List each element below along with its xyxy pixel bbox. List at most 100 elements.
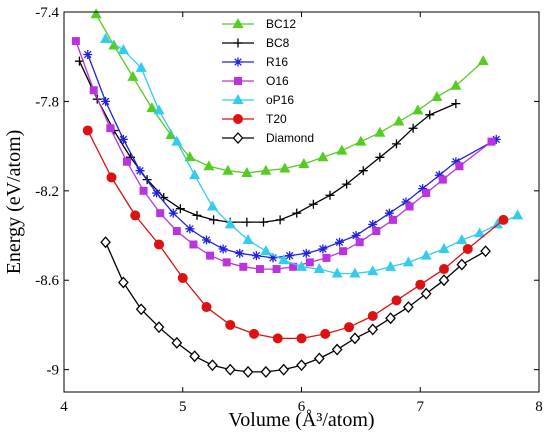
data-point-op16 (385, 260, 397, 271)
data-point-t20 (154, 239, 164, 250)
data-point-o16 (355, 238, 364, 247)
legend-marker-diamond (232, 132, 244, 144)
series-line-diamond (105, 241, 486, 373)
data-point-op16 (512, 209, 524, 220)
legend-label-bc12: BC12 (266, 17, 296, 31)
data-point-bc8 (375, 152, 385, 162)
y-axis-label: Energy (eV/atom) (3, 130, 25, 275)
legend-item-o16: O16 (222, 74, 289, 88)
series-o16 (71, 37, 496, 274)
data-point-o16 (388, 215, 397, 224)
data-point-bc12 (90, 8, 102, 19)
data-point-o16 (139, 186, 148, 195)
legend-label-t20: T20 (266, 112, 287, 126)
data-point-o16 (222, 258, 231, 267)
ticks-layer: 4 5 6 7 8 -7.4 -7.8 -8.2 -8.6 -9 (35, 5, 543, 415)
data-point-r16 (335, 237, 344, 247)
data-point-bc8 (392, 139, 401, 149)
data-point-r16 (168, 208, 178, 218)
data-point-diamond (207, 359, 218, 372)
data-point-diamond (118, 276, 129, 289)
data-point-t20 (201, 302, 212, 313)
data-point-diamond (438, 274, 450, 287)
data-point-o16 (172, 227, 181, 236)
data-point-diamond (224, 363, 236, 376)
data-point-r16 (491, 134, 501, 144)
data-point-diamond (313, 352, 325, 365)
legend: BC12 BC8 R16 O16 oP16 T20 Diamond (222, 17, 314, 145)
data-point-t20 (367, 311, 378, 321)
y-tick-label: -7.4 (35, 5, 59, 21)
data-point-bc8 (192, 210, 202, 220)
data-point-op16 (100, 32, 112, 43)
data-point-op16 (474, 227, 486, 238)
data-point-bc12 (431, 90, 443, 101)
data-point-diamond (456, 258, 468, 271)
data-point-o16 (339, 247, 348, 256)
data-point-op16 (296, 260, 307, 271)
data-point-o16 (322, 253, 331, 262)
data-point-diamond (189, 350, 200, 363)
data-point-o16 (106, 124, 115, 133)
data-point-bc12 (184, 151, 196, 162)
data-point-o16 (189, 240, 198, 249)
data-point-op16 (491, 218, 503, 229)
data-point-bc12 (146, 102, 158, 113)
data-point-t20 (296, 333, 307, 344)
data-point-o16 (71, 37, 80, 46)
data-point-o16 (305, 258, 314, 267)
data-point-diamond (331, 343, 343, 356)
legend-label-bc8: BC8 (266, 36, 290, 50)
data-point-bc8 (408, 123, 418, 133)
data-point-r16 (118, 134, 128, 144)
series-line-op16 (105, 38, 518, 275)
data-point-bc8 (292, 208, 302, 218)
data-point-t20 (344, 322, 354, 333)
data-point-diamond (385, 312, 396, 325)
data-point-r16 (285, 251, 295, 261)
series-r16 (83, 49, 501, 263)
data-point-bc12 (374, 126, 386, 137)
series-layer (71, 8, 524, 378)
data-point-op16 (331, 267, 343, 278)
data-point-op16 (420, 249, 432, 260)
legend-label-op16: oP16 (266, 93, 294, 107)
legend-item-r16: R16 (222, 55, 288, 69)
data-point-o16 (455, 162, 464, 171)
data-point-t20 (106, 172, 117, 183)
data-point-op16 (402, 256, 414, 267)
data-point-o16 (372, 227, 381, 236)
data-point-bc8 (74, 56, 84, 66)
data-point-bc8 (358, 166, 368, 176)
data-point-r16 (384, 208, 394, 218)
data-point-diamond (135, 303, 147, 316)
data-point-o16 (239, 262, 248, 271)
data-point-diamond (367, 323, 379, 336)
data-point-bc8 (275, 215, 285, 225)
legend-marker-bc8 (233, 38, 243, 48)
data-point-bc12 (241, 166, 253, 177)
data-point-r16 (351, 231, 361, 241)
data-point-bc12 (279, 162, 291, 173)
data-point-bc8 (342, 179, 352, 189)
data-point-r16 (202, 235, 211, 245)
x-tick-label: 4 (60, 399, 68, 415)
data-point-op16 (135, 61, 147, 72)
data-point-diamond (260, 365, 272, 378)
y-tick-label: -7.8 (35, 94, 59, 110)
data-point-r16 (401, 197, 411, 207)
data-point-bc8 (259, 217, 268, 227)
x-tick-label: 8 (535, 399, 543, 415)
data-point-diamond (296, 359, 307, 372)
data-point-t20 (225, 319, 236, 330)
x-tick-label: 7 (417, 399, 425, 415)
data-point-op16 (367, 265, 379, 276)
data-point-diamond (420, 287, 432, 300)
data-point-r16 (235, 248, 245, 258)
data-point-diamond (278, 363, 290, 376)
legend-marker-op16 (232, 94, 244, 104)
y-tick-label: -8.2 (35, 184, 59, 200)
data-point-o16 (289, 262, 298, 271)
series-t20 (82, 125, 509, 344)
